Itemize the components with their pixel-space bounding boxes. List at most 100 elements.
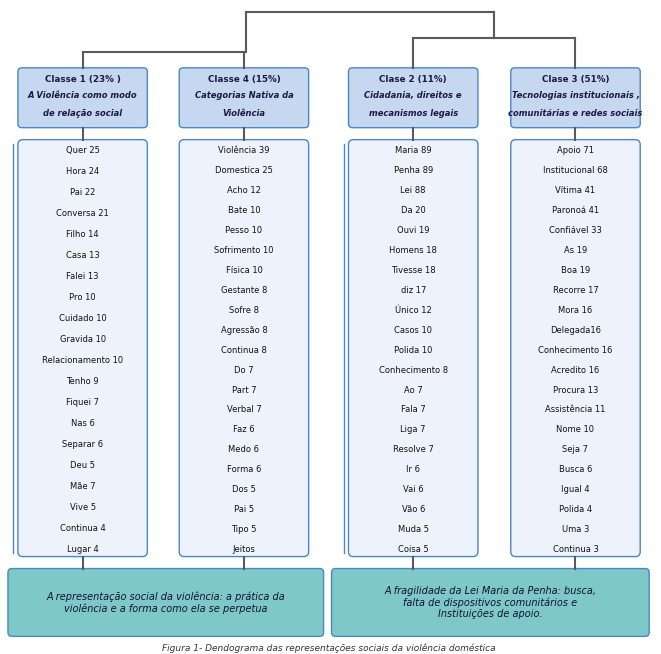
- Text: Sofre 8: Sofre 8: [229, 305, 259, 315]
- FancyBboxPatch shape: [18, 140, 147, 557]
- Text: Fiquei 7: Fiquei 7: [66, 398, 99, 407]
- Text: Falei 13: Falei 13: [66, 272, 99, 281]
- Text: Paronoá 41: Paronoá 41: [552, 206, 599, 215]
- Text: Categorias Nativa da: Categorias Nativa da: [194, 92, 293, 100]
- Text: Penha 89: Penha 89: [393, 166, 433, 175]
- Text: Nome 10: Nome 10: [557, 425, 594, 434]
- Text: mecanismos legais: mecanismos legais: [369, 109, 458, 118]
- Text: Clase 2 (11%): Clase 2 (11%): [379, 75, 447, 84]
- Text: Verbal 7: Verbal 7: [227, 405, 261, 415]
- Text: Tecnologias institucionais ,: Tecnologias institucionais ,: [512, 92, 639, 100]
- FancyBboxPatch shape: [332, 568, 649, 636]
- Text: Lugar 4: Lugar 4: [67, 545, 98, 554]
- Text: Pai 22: Pai 22: [70, 188, 95, 197]
- Text: Mora 16: Mora 16: [559, 305, 593, 315]
- Text: Ao 7: Ao 7: [404, 385, 422, 394]
- Text: A fragilidade da Lei Maria da Penha: busca,
falta de dispositivos comunitários e: A fragilidade da Lei Maria da Penha: bus…: [384, 585, 596, 619]
- FancyBboxPatch shape: [179, 68, 309, 128]
- Text: Conhecimento 8: Conhecimento 8: [379, 366, 447, 375]
- Text: diz 17: diz 17: [401, 286, 426, 295]
- FancyBboxPatch shape: [18, 68, 147, 128]
- Text: A Violência como modo: A Violência como modo: [28, 92, 137, 100]
- Text: de relação social: de relação social: [43, 109, 122, 118]
- Text: Tipo 5: Tipo 5: [231, 525, 256, 534]
- Text: Pro 10: Pro 10: [69, 293, 96, 302]
- Text: Fala 7: Fala 7: [401, 405, 426, 415]
- Text: Acredito 16: Acredito 16: [551, 366, 600, 375]
- Text: Lei 88: Lei 88: [401, 186, 426, 195]
- Text: Nas 6: Nas 6: [71, 419, 95, 428]
- FancyBboxPatch shape: [348, 68, 478, 128]
- Text: Procura 13: Procura 13: [553, 385, 598, 394]
- Text: Violência 39: Violência 39: [218, 146, 270, 155]
- Text: Institucional 68: Institucional 68: [543, 166, 608, 175]
- Text: Igual 4: Igual 4: [561, 485, 590, 494]
- Text: Do 7: Do 7: [234, 366, 254, 375]
- Text: Acho 12: Acho 12: [227, 186, 261, 195]
- Text: Filho 14: Filho 14: [66, 230, 99, 239]
- Text: Vítima 41: Vítima 41: [555, 186, 596, 195]
- Text: Sofrimento 10: Sofrimento 10: [214, 246, 274, 255]
- Text: Cidadania, direitos e: Cidadania, direitos e: [364, 92, 462, 100]
- Text: Gravida 10: Gravida 10: [59, 335, 106, 344]
- Text: Domestica 25: Domestica 25: [215, 166, 273, 175]
- Text: Quer 25: Quer 25: [65, 146, 100, 155]
- Text: Agressão 8: Agressão 8: [221, 326, 267, 335]
- Text: Deu 5: Deu 5: [70, 461, 95, 470]
- Text: Assistência 11: Assistência 11: [545, 405, 605, 415]
- Text: Polida 10: Polida 10: [394, 345, 432, 354]
- Text: Classe 4 (15%): Classe 4 (15%): [208, 75, 280, 84]
- FancyBboxPatch shape: [511, 68, 641, 128]
- Text: As 19: As 19: [564, 246, 587, 255]
- Text: Recorre 17: Recorre 17: [553, 286, 598, 295]
- Text: Uma 3: Uma 3: [562, 525, 589, 534]
- Text: Mãe 7: Mãe 7: [70, 482, 95, 491]
- Text: Pesso 10: Pesso 10: [225, 226, 262, 235]
- Text: Único 12: Único 12: [395, 305, 432, 315]
- Text: Conhecimento 16: Conhecimento 16: [538, 345, 613, 354]
- FancyBboxPatch shape: [8, 568, 324, 636]
- Text: Tenho 9: Tenho 9: [66, 377, 99, 386]
- Text: Muda 5: Muda 5: [398, 525, 429, 534]
- Text: Faz 6: Faz 6: [233, 425, 254, 434]
- Text: Vão 6: Vão 6: [401, 505, 425, 514]
- FancyBboxPatch shape: [511, 140, 641, 557]
- Text: Figura 1- Dendograma das representações sociais da violência doméstica: Figura 1- Dendograma das representações …: [162, 644, 495, 653]
- Text: Relacionamento 10: Relacionamento 10: [42, 356, 123, 365]
- Text: Violência: Violência: [223, 109, 266, 118]
- Text: Física 10: Física 10: [225, 266, 262, 275]
- Text: Coisa 5: Coisa 5: [398, 545, 428, 554]
- Text: Medo 6: Medo 6: [229, 445, 259, 455]
- Text: A representação social da violência: a prática da
violência e a forma como ela s: A representação social da violência: a p…: [46, 591, 285, 614]
- FancyBboxPatch shape: [348, 140, 478, 557]
- Text: Boa 19: Boa 19: [561, 266, 590, 275]
- Text: Continua 3: Continua 3: [553, 545, 598, 554]
- Text: Tivesse 18: Tivesse 18: [391, 266, 436, 275]
- Text: Vive 5: Vive 5: [69, 503, 96, 512]
- Text: Maria 89: Maria 89: [395, 146, 432, 155]
- Text: Vai 6: Vai 6: [403, 485, 424, 494]
- Text: Seja 7: Seja 7: [563, 445, 588, 455]
- Text: Cuidado 10: Cuidado 10: [59, 314, 106, 323]
- Text: Continua 4: Continua 4: [59, 524, 106, 533]
- Text: Da 20: Da 20: [401, 206, 426, 215]
- Text: Conversa 21: Conversa 21: [56, 209, 109, 218]
- Text: Ir 6: Ir 6: [407, 465, 420, 474]
- Text: Apoio 71: Apoio 71: [557, 146, 594, 155]
- Text: Homens 18: Homens 18: [389, 246, 437, 255]
- Text: Pai 5: Pai 5: [234, 505, 254, 514]
- Text: comunitárias e redes sociais: comunitárias e redes sociais: [508, 109, 642, 118]
- Text: Hora 24: Hora 24: [66, 167, 99, 176]
- Text: Casa 13: Casa 13: [65, 251, 100, 260]
- Text: Bate 10: Bate 10: [227, 206, 260, 215]
- Text: Clase 3 (51%): Clase 3 (51%): [542, 75, 609, 84]
- Text: Resolve 7: Resolve 7: [393, 445, 434, 455]
- Text: Busca 6: Busca 6: [559, 465, 592, 474]
- Text: Liga 7: Liga 7: [401, 425, 426, 434]
- Text: Part 7: Part 7: [231, 385, 256, 394]
- Text: Polida 4: Polida 4: [559, 505, 592, 514]
- FancyBboxPatch shape: [179, 140, 309, 557]
- Text: Dos 5: Dos 5: [232, 485, 256, 494]
- Text: Continua 8: Continua 8: [221, 345, 267, 354]
- Text: Confiável 33: Confiável 33: [549, 226, 602, 235]
